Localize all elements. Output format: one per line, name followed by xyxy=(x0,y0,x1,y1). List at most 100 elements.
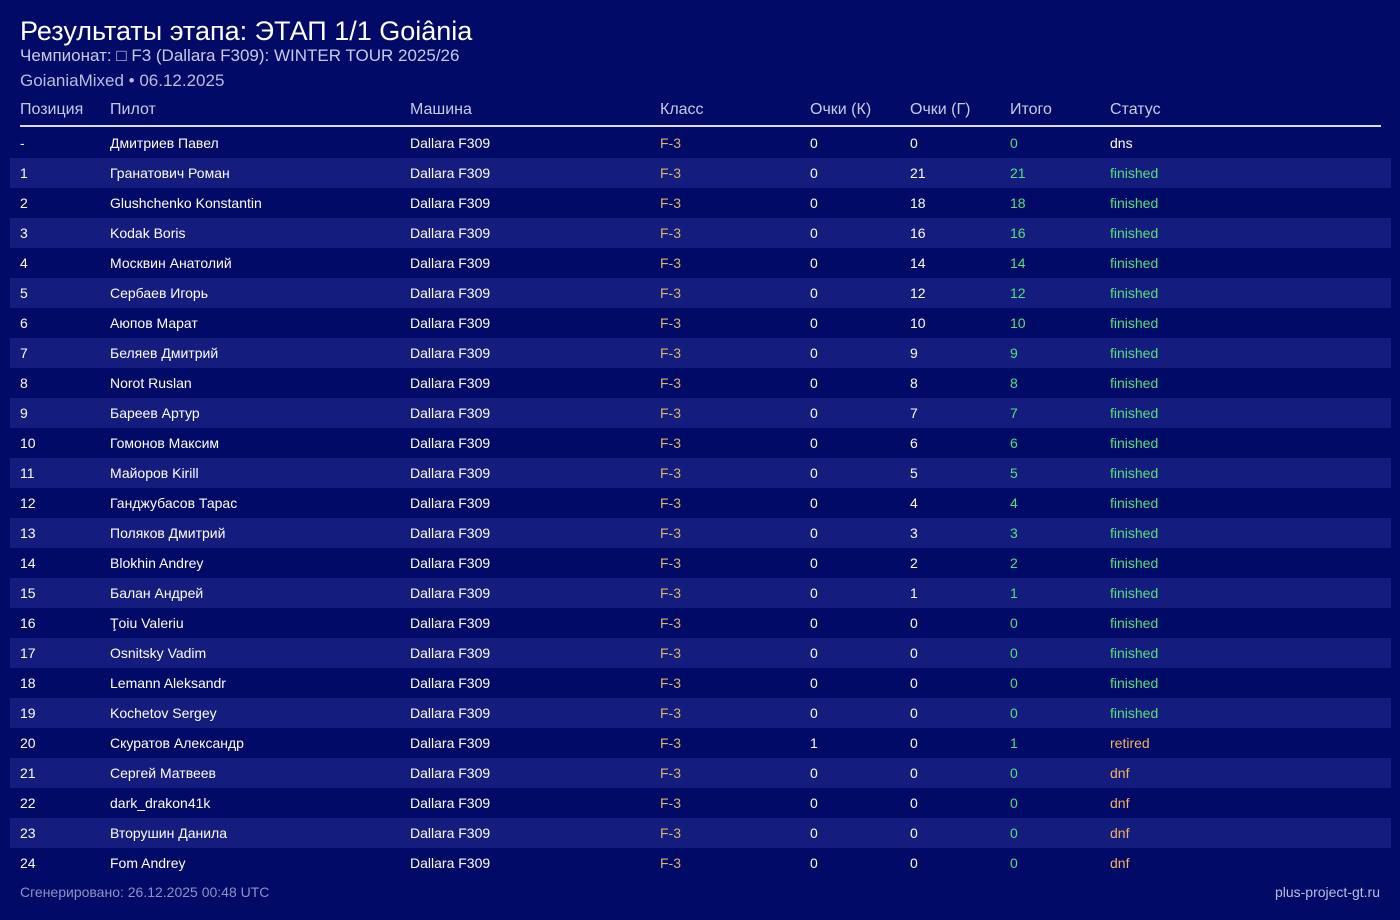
cell-points-g: 9 xyxy=(910,345,918,361)
cell-total: 1 xyxy=(1010,735,1018,751)
cell-total: 0 xyxy=(1010,825,1018,841)
cell-class: F-3 xyxy=(660,315,681,331)
cell-total: 16 xyxy=(1010,225,1026,241)
cell-total: 0 xyxy=(1010,135,1018,151)
cell-pilot: Балан Андрей xyxy=(110,585,204,601)
cell-points-k: 0 xyxy=(810,285,818,301)
cell-class: F-3 xyxy=(660,405,681,421)
results-table-body: - Дмитриев Павел Dallara F309 F-3 0 0 0 dns 1 Гра… xyxy=(10,128,1391,878)
cell-pilot: Ганджубасов Тарас xyxy=(110,495,238,511)
table-row: 9 Бареев Артур Dallara F309 F-3 0 7 7 finished xyxy=(10,398,1391,428)
cell-class: F-3 xyxy=(660,825,681,841)
cell-pilot: Kochetov Sergey xyxy=(110,705,217,721)
cell-status: finished xyxy=(1110,675,1159,691)
cell-points-k: 0 xyxy=(810,585,818,601)
cell-status: finished xyxy=(1110,615,1159,631)
cell-total: 9 xyxy=(1010,345,1018,361)
cell-points-k: 0 xyxy=(810,225,818,241)
cell-car: Dallara F309 xyxy=(410,435,491,451)
cell-position: 5 xyxy=(20,285,28,301)
cell-total: 3 xyxy=(1010,525,1018,541)
cell-pilot: Бареев Артур xyxy=(110,405,200,421)
event-meta: GoianiaMixed • 06.12.2025 xyxy=(20,71,225,90)
cell-position: - xyxy=(20,135,25,151)
cell-pilot: Майоров Kirill xyxy=(110,465,199,481)
cell-pilot: Вторушин Данила xyxy=(110,825,227,841)
cell-status: finished xyxy=(1110,645,1159,661)
cell-car: Dallara F309 xyxy=(410,645,491,661)
column-header-position: Позиция xyxy=(20,101,84,118)
cell-car: Dallara F309 xyxy=(410,285,491,301)
table-row: 17 Osnitsky Vadim Dallara F309 F-3 0 0 0 finish… xyxy=(10,638,1391,668)
cell-points-k: 0 xyxy=(810,525,818,541)
cell-pilot: Скуратов Александр xyxy=(110,735,244,751)
table-row: 23 Вторушин Данила Dallara F309 F-3 0 0 0 dnf xyxy=(10,818,1391,848)
cell-pilot: Сербаев Игорь xyxy=(110,285,209,301)
cell-car: Dallara F309 xyxy=(410,825,491,841)
cell-class: F-3 xyxy=(660,135,681,151)
table-row: 4 Москвин Анатолий Dallara F309 F-3 0 14 14 fin… xyxy=(10,248,1391,278)
cell-total: 2 xyxy=(1010,555,1018,571)
cell-pilot: Ţoiu Valeriu xyxy=(110,615,184,631)
cell-car: Dallara F309 xyxy=(410,555,491,571)
cell-total: 12 xyxy=(1010,285,1026,301)
cell-points-k: 0 xyxy=(810,555,818,571)
table-row: 11 Майоров Kirill Dallara F309 F-3 0 5 5 finish… xyxy=(10,458,1391,488)
column-header-class: Класс xyxy=(660,101,704,118)
cell-position: 7 xyxy=(20,345,28,361)
cell-position: 13 xyxy=(20,525,36,541)
cell-points-g: 0 xyxy=(910,735,918,751)
cell-class: F-3 xyxy=(660,795,681,811)
cell-car: Dallara F309 xyxy=(410,675,491,691)
cell-total: 21 xyxy=(1010,165,1026,181)
cell-points-g: 5 xyxy=(910,465,918,481)
column-header-points-k: Очки (К) xyxy=(810,101,872,118)
cell-class: F-3 xyxy=(660,255,681,271)
cell-class: F-3 xyxy=(660,555,681,571)
cell-car: Dallara F309 xyxy=(410,615,491,631)
cell-status: finished xyxy=(1110,285,1159,301)
cell-points-k: 0 xyxy=(810,795,818,811)
cell-pilot: dark_drakon41k xyxy=(110,795,211,811)
cell-total: 0 xyxy=(1010,675,1018,691)
cell-car: Dallara F309 xyxy=(410,765,491,781)
cell-points-g: 0 xyxy=(910,765,918,781)
cell-class: F-3 xyxy=(660,225,681,241)
cell-position: 18 xyxy=(20,675,36,691)
cell-position: 2 xyxy=(20,195,28,211)
cell-total: 18 xyxy=(1010,195,1026,211)
cell-position: 15 xyxy=(20,585,36,601)
cell-points-k: 0 xyxy=(810,435,818,451)
column-header-status: Статус xyxy=(1110,101,1161,118)
cell-pilot: Fom Andrey xyxy=(110,855,186,871)
cell-car: Dallara F309 xyxy=(410,165,491,181)
cell-position: 6 xyxy=(20,315,28,331)
championship-subtitle: Чемпионат: □ F3 (Dallara F309): WINTER T… xyxy=(20,46,460,65)
cell-car: Dallara F309 xyxy=(410,855,491,871)
cell-total: 7 xyxy=(1010,405,1018,421)
table-row: 20 Скуратов Александр Dallara F309 F-3 1 0 1 re… xyxy=(10,728,1391,758)
site-name: plus-project-gt.ru xyxy=(1274,884,1380,900)
cell-points-g: 14 xyxy=(910,255,926,271)
column-header-pilot: Пилот xyxy=(110,101,156,118)
cell-car: Dallara F309 xyxy=(410,735,491,751)
cell-status: retired xyxy=(1110,735,1150,751)
cell-position: 1 xyxy=(20,165,28,181)
table-row: 21 Сергей Матвеев Dallara F309 F-3 0 0 0 dnf xyxy=(10,758,1391,788)
cell-car: Dallara F309 xyxy=(410,225,491,241)
cell-status: finished xyxy=(1110,495,1159,511)
table-row: 16 Ţoiu Valeriu Dallara F309 F-3 0 0 0 finished xyxy=(10,608,1391,638)
cell-points-g: 8 xyxy=(910,375,918,391)
cell-pilot: Гранатович Роман xyxy=(110,165,230,181)
table-row: 3 Kodak Boris Dallara F309 F-3 0 16 16 finished xyxy=(10,218,1391,248)
cell-class: F-3 xyxy=(660,165,681,181)
cell-pilot: Kodak Boris xyxy=(110,225,186,241)
cell-points-g: 2 xyxy=(910,555,918,571)
cell-status: finished xyxy=(1110,195,1159,211)
table-row: 12 Ганджубасов Тарас Dallara F309 F-3 0 4 4 fin… xyxy=(10,488,1391,518)
cell-total: 4 xyxy=(1010,495,1018,511)
cell-points-g: 0 xyxy=(910,855,918,871)
cell-pilot: Osnitsky Vadim xyxy=(110,645,207,661)
cell-position: 4 xyxy=(20,255,28,271)
cell-pilot: Glushchenko Konstantin xyxy=(110,195,262,211)
